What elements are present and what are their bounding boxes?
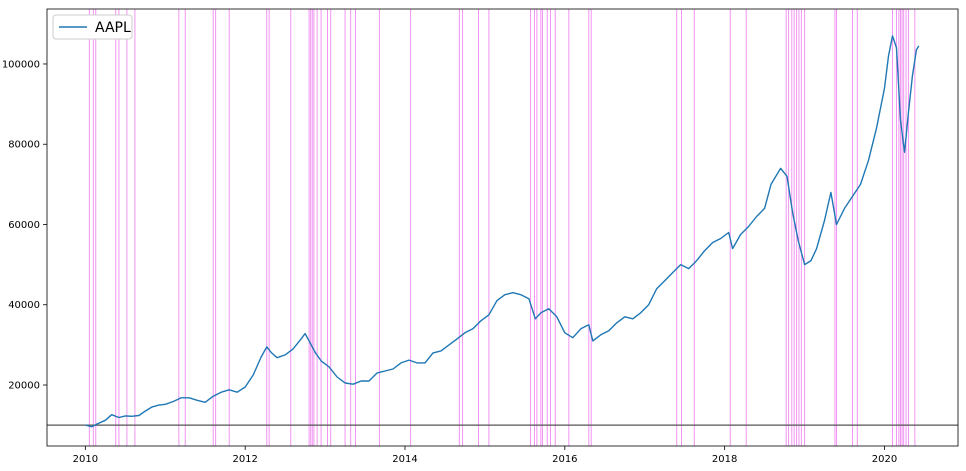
y-tick-label: 60000: [8, 220, 40, 231]
x-tick-label: 2014: [392, 454, 417, 465]
y-tick-label: 100000: [2, 59, 40, 70]
x-axis: 2010 2012 2014 2016 2018 2020: [73, 446, 897, 465]
y-tick-label: 20000: [8, 381, 40, 392]
y-tick-label: 40000: [8, 300, 40, 311]
legend: AAPL: [52, 14, 133, 40]
x-tick-label: 2020: [872, 454, 897, 465]
x-tick-label: 2016: [552, 454, 577, 465]
x-tick-label: 2012: [232, 454, 257, 465]
y-tick-label: 80000: [8, 140, 40, 151]
event-lines: [88, 9, 916, 446]
plot-frame: [46, 8, 959, 447]
series-line-aapl: [85, 35, 920, 428]
x-tick-label: 2018: [712, 454, 737, 465]
y-axis: 20000 40000 60000 80000 100000: [2, 59, 47, 392]
x-tick-label: 2010: [73, 454, 98, 465]
legend-label-aapl: AAPL: [95, 20, 131, 36]
